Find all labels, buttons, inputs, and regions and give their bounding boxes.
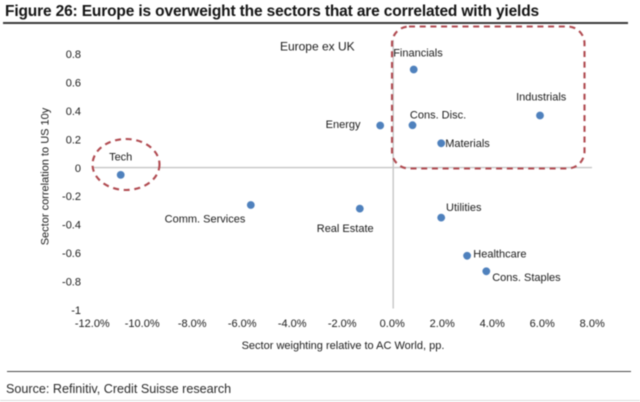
svg-text:Energy: Energy [326,119,361,131]
svg-text:0.6: 0.6 [66,78,81,90]
svg-text:-0.4: -0.4 [62,220,81,232]
svg-text:-8.0%: -8.0% [178,318,207,330]
svg-text:Healthcare: Healthcare [473,249,526,261]
svg-text:-6.0%: -6.0% [228,318,257,330]
svg-text:-4.0%: -4.0% [278,318,307,330]
svg-text:0.8: 0.8 [66,49,81,61]
svg-text:Sector weighting relative to A: Sector weighting relative to AC World, p… [242,340,445,352]
svg-text:6.0%: 6.0% [530,318,555,330]
svg-text:-0.2: -0.2 [62,191,81,203]
svg-text:Tech: Tech [109,152,132,164]
svg-text:0: 0 [75,163,81,175]
svg-text:Real Estate: Real Estate [317,223,374,235]
svg-text:Financials: Financials [393,48,443,60]
svg-text:Sector correlation to US 10y: Sector correlation to US 10y [40,107,52,245]
svg-text:0.4: 0.4 [66,106,81,118]
svg-text:2.0%: 2.0% [430,318,455,330]
svg-text:-12.0%: -12.0% [75,318,110,330]
svg-text:Cons. Disc.: Cons. Disc. [410,110,466,122]
svg-text:0.2: 0.2 [66,134,81,146]
svg-text:-10.0%: -10.0% [125,318,160,330]
svg-text:-1: -1 [71,305,81,317]
svg-text:4.0%: 4.0% [480,318,505,330]
svg-text:Europe ex UK: Europe ex UK [280,40,355,54]
svg-text:Comm. Services: Comm. Services [165,214,246,226]
svg-text:Cons. Staples: Cons. Staples [492,272,561,284]
svg-text:-0.8: -0.8 [62,276,81,288]
svg-text:Industrials: Industrials [516,92,567,104]
svg-text:8.0%: 8.0% [580,318,605,330]
svg-text:Materials: Materials [445,138,490,150]
svg-text:-2.0%: -2.0% [328,318,357,330]
svg-text:0.0%: 0.0% [380,318,405,330]
svg-text:Utilities: Utilities [446,202,482,214]
svg-text:-0.6: -0.6 [62,248,81,260]
